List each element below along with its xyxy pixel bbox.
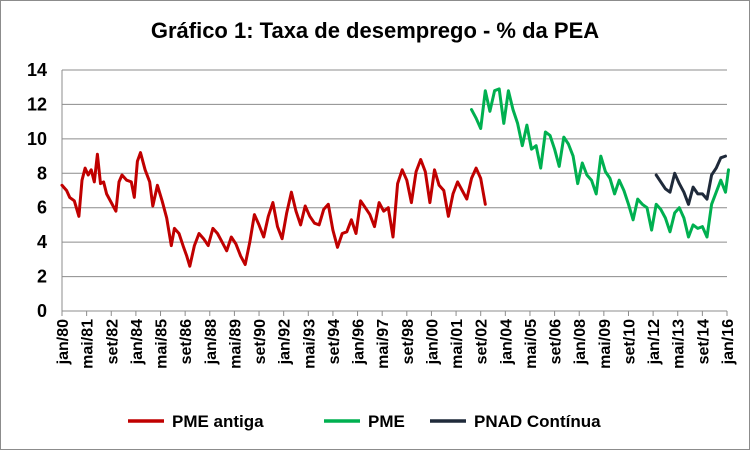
x-tick-label: jan/96 xyxy=(351,319,368,365)
y-tick-label: 2 xyxy=(37,267,47,287)
y-tick-label: 0 xyxy=(37,301,47,321)
x-tick-label: jan/88 xyxy=(203,319,220,365)
chart-title: Gráfico 1: Taxa de desemprego - % da PEA xyxy=(151,18,599,43)
y-tick-label: 6 xyxy=(37,198,47,218)
gridlines xyxy=(62,69,727,278)
x-tick-label: set/14 xyxy=(695,319,712,364)
x-tick-label: jan/04 xyxy=(498,319,515,365)
legend-label: PME xyxy=(368,412,405,431)
x-tick-label: jan/12 xyxy=(646,319,663,365)
series-line-pnad-cont-nua xyxy=(654,154,727,206)
x-tick-label: jan/84 xyxy=(129,319,146,365)
series-line-pme-antiga xyxy=(60,151,487,268)
x-tick-label: jan/80 xyxy=(55,319,72,365)
x-tick-label: mai/13 xyxy=(671,319,688,369)
x-tick-label: jan/08 xyxy=(572,319,589,365)
series-line-pme xyxy=(470,87,730,239)
y-tick-label: 12 xyxy=(27,94,47,114)
x-tick-label: set/06 xyxy=(548,319,565,364)
y-tick-label: 14 xyxy=(27,60,47,80)
x-tick-label: mai/09 xyxy=(597,319,614,369)
y-tick-label: 10 xyxy=(27,129,47,149)
x-tick-label: mai/05 xyxy=(523,319,540,369)
x-tick-label: set/10 xyxy=(621,319,638,364)
x-tick-label: set/94 xyxy=(326,319,343,364)
x-tick-label: jan/16 xyxy=(720,319,737,365)
x-tick-label: set/82 xyxy=(104,319,121,364)
x-tick-label: mai/81 xyxy=(80,319,97,369)
x-tick-label: jan/92 xyxy=(277,319,294,365)
axes xyxy=(61,70,728,316)
x-axis-tick-labels: jan/80 mai/81 set/82 jan/84 mai/85 set/86 jan/… xyxy=(55,319,737,369)
x-tick-label: set/02 xyxy=(474,319,491,364)
legend-label: PME antiga xyxy=(172,412,264,431)
x-tick-label: set/86 xyxy=(178,319,195,364)
x-tick-label: set/98 xyxy=(400,319,417,364)
series-lines xyxy=(60,87,730,268)
x-tick-label: mai/97 xyxy=(375,319,392,369)
x-tick-label: mai/85 xyxy=(154,319,171,369)
y-tick-label: 8 xyxy=(37,163,47,183)
x-tick-label: jan/00 xyxy=(424,319,441,365)
x-tick-label: mai/93 xyxy=(301,319,318,369)
x-tick-label: mai/01 xyxy=(449,319,466,369)
legend-label: PNAD Contínua xyxy=(474,412,601,431)
legend: PME antiga PME PNAD Contínua xyxy=(128,412,601,431)
x-tick-label: mai/89 xyxy=(227,319,244,369)
x-tick-label: set/90 xyxy=(252,319,269,364)
y-tick-label: 4 xyxy=(37,232,47,252)
y-axis-tick-labels: 0 2 4 6 8 10 12 14 xyxy=(27,60,47,321)
